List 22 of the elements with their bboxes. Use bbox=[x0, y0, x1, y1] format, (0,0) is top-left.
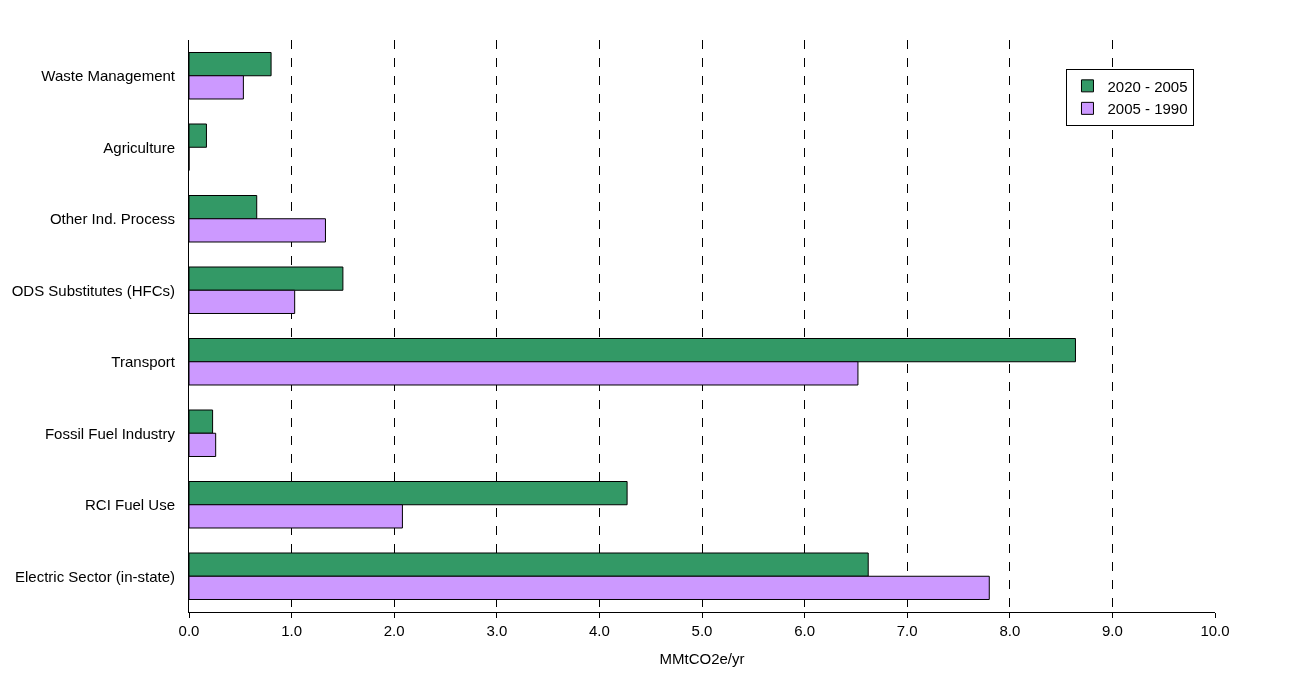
x-tick-label: 5.0 bbox=[691, 622, 713, 639]
y-tick-label: Electric Sector (in-state) bbox=[14, 567, 175, 585]
x-tick-label: 9.0 bbox=[1101, 622, 1123, 639]
y-tick-label: Transport bbox=[111, 353, 176, 370]
y-tick-label: ODS Substitutes (HFCs) bbox=[11, 281, 175, 299]
x-tick-label: 6.0 bbox=[794, 622, 816, 639]
y-tick-label: Waste Management bbox=[41, 67, 176, 84]
legend-label: 2005 - 1990 bbox=[1107, 100, 1188, 118]
legend-label: 2020 - 2005 bbox=[1107, 77, 1188, 95]
x-tick-label: 3.0 bbox=[486, 622, 508, 639]
y-tick-label: RCI Fuel Use bbox=[84, 496, 175, 513]
x-tick-label: 2.0 bbox=[383, 622, 405, 639]
y-tick-label: Fossil Fuel Industry bbox=[44, 424, 176, 442]
x-axis-title: MMtCO2e/yr bbox=[659, 650, 745, 667]
x-tick-label: 7.0 bbox=[896, 622, 918, 639]
x-tick-label: 10.0 bbox=[1200, 622, 1230, 639]
x-tick-label: 0.0 bbox=[178, 622, 200, 639]
x-tick-label: 8.0 bbox=[999, 622, 1021, 639]
x-tick-label: 4.0 bbox=[588, 622, 610, 639]
y-tick-label: Agriculture bbox=[103, 138, 175, 156]
y-tick-label: Other Ind. Process bbox=[49, 210, 175, 227]
x-tick-label: 1.0 bbox=[281, 622, 303, 639]
